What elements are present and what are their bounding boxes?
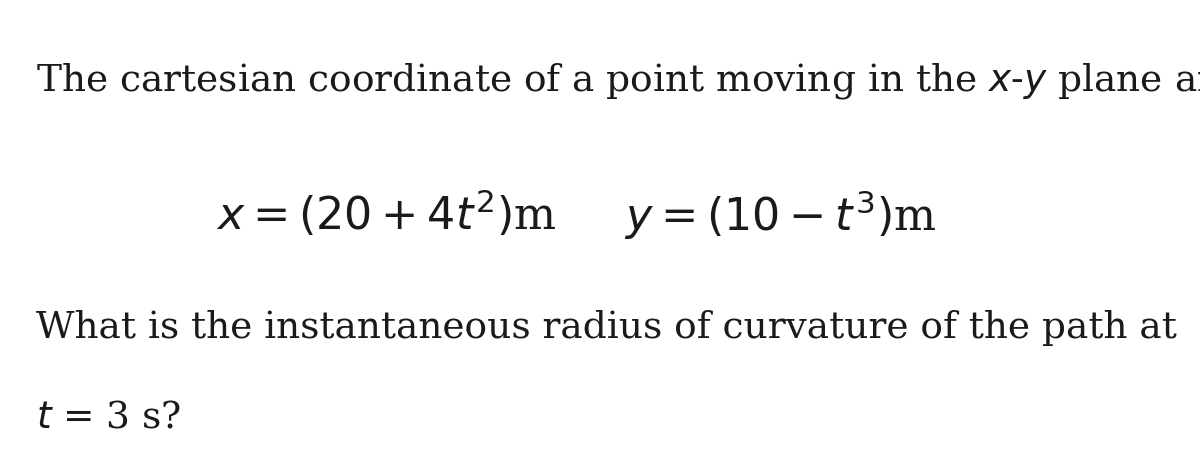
Text: What is the instantaneous radius of curvature of the path at: What is the instantaneous radius of curv… xyxy=(36,310,1177,346)
Text: $y = (10 - t^3)$m: $y = (10 - t^3)$m xyxy=(624,188,936,242)
Text: $t$ = 3 s?: $t$ = 3 s? xyxy=(36,400,181,436)
Text: The cartesian coordinate of a point moving in the $x$-$y$ plane are: The cartesian coordinate of a point movi… xyxy=(36,61,1200,101)
Text: $x = (20 + 4t^2)$m: $x = (20 + 4t^2)$m xyxy=(216,188,557,239)
